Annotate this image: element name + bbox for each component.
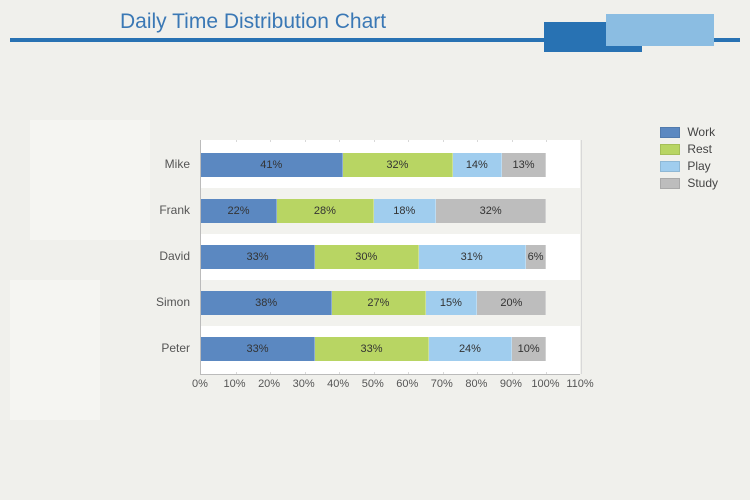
y-axis-category-label: Peter	[110, 341, 190, 355]
bar-segment-rest: 33%	[315, 337, 429, 361]
x-axis-tick-label: 0%	[192, 378, 208, 390]
bar-segment-work: 41%	[201, 153, 343, 177]
plot-region: 41%32%14%13%22%28%18%32%33%30%31%6%38%27…	[200, 140, 580, 375]
legend-swatch-rest	[660, 144, 680, 155]
legend-item: Rest	[660, 142, 718, 156]
chart-title: Daily Time Distribution Chart	[120, 10, 386, 34]
x-axis-tick-label: 50%	[362, 378, 384, 390]
bar-segment-play: 24%	[429, 337, 512, 361]
bar-segment-study: 20%	[477, 291, 546, 315]
bar-segment-study: 6%	[526, 245, 547, 269]
bar-segment-study: 32%	[436, 199, 547, 223]
stacked-bar: 38%27%15%20%	[201, 291, 546, 315]
stacked-bar: 22%28%18%32%	[201, 199, 546, 223]
y-axis-category-label: David	[110, 249, 190, 263]
x-axis-tick-label: 10%	[224, 378, 246, 390]
bg-decoration	[10, 280, 100, 420]
stacked-bar: 33%33%24%10%	[201, 337, 546, 361]
legend-label: Study	[687, 176, 718, 190]
bar-segment-rest: 27%	[332, 291, 425, 315]
legend-item: Study	[660, 176, 718, 190]
legend-label: Rest	[687, 142, 712, 156]
legend-swatch-play	[660, 161, 680, 172]
bar-segment-rest: 28%	[277, 199, 374, 223]
bar-segment-work: 33%	[201, 337, 315, 361]
stacked-bar: 41%32%14%13%	[201, 153, 546, 177]
x-axis-tick-label: 100%	[531, 378, 559, 390]
legend-swatch-study	[660, 178, 680, 189]
bar-segment-work: 38%	[201, 291, 332, 315]
bar-segment-play: 31%	[419, 245, 526, 269]
legend-item: Play	[660, 159, 718, 173]
y-axis-category-label: Frank	[110, 203, 190, 217]
legend-item: Work	[660, 125, 718, 139]
x-axis-tick-label: 40%	[327, 378, 349, 390]
legend-swatch-work	[660, 127, 680, 138]
chart-legend: Work Rest Play Study	[660, 125, 718, 193]
legend-label: Work	[687, 125, 715, 139]
y-axis-category-label: Mike	[110, 157, 190, 171]
bar-segment-study: 13%	[502, 153, 547, 177]
bar-segment-work: 22%	[201, 199, 277, 223]
x-axis-tick-label: 60%	[396, 378, 418, 390]
bar-segment-play: 15%	[426, 291, 478, 315]
bar-segment-rest: 32%	[343, 153, 454, 177]
x-axis-tick-label: 70%	[431, 378, 453, 390]
bg-decoration	[30, 120, 150, 240]
x-axis-tick-label: 30%	[293, 378, 315, 390]
gridline	[581, 140, 582, 374]
bar-segment-study: 10%	[512, 337, 547, 361]
stacked-bar: 33%30%31%6%	[201, 245, 546, 269]
x-axis-tick-label: 110%	[566, 378, 593, 390]
bar-segment-play: 18%	[374, 199, 436, 223]
bar-segment-work: 33%	[201, 245, 315, 269]
bar-segment-play: 14%	[453, 153, 501, 177]
x-axis-tick-label: 20%	[258, 378, 280, 390]
chart-header: Daily Time Distribution Chart	[0, 0, 750, 48]
x-axis-tick-label: 80%	[465, 378, 487, 390]
header-accent-light	[606, 14, 714, 46]
bar-segment-rest: 30%	[315, 245, 419, 269]
x-axis-tick-label: 90%	[500, 378, 522, 390]
chart-area: 41%32%14%13%22%28%18%32%33%30%31%6%38%27…	[150, 140, 570, 400]
y-axis-category-label: Simon	[110, 295, 190, 309]
legend-label: Play	[687, 159, 710, 173]
